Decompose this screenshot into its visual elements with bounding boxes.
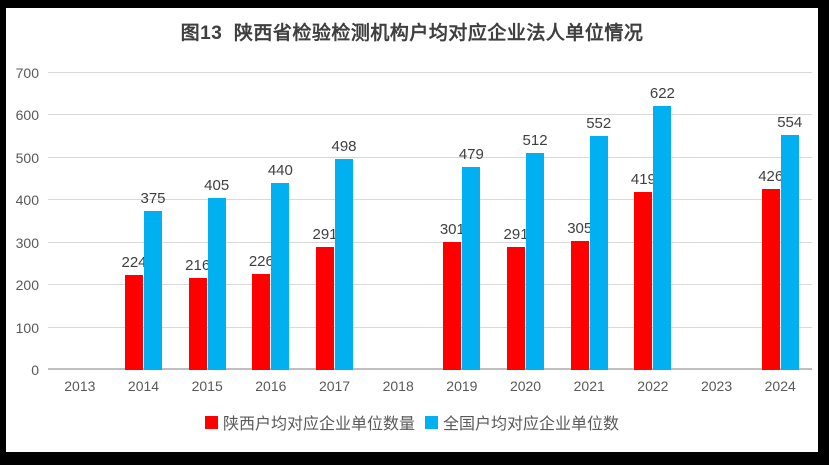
- bar: 622: [650, 86, 675, 370]
- bar-group-2024: 426 554: [748, 73, 812, 370]
- chart-title: 图13 陕西省检验检测机构户均对应企业法人单位情况: [180, 23, 644, 44]
- x-tick-label: 2023: [700, 378, 733, 394]
- bar: 216: [185, 258, 210, 370]
- gridline: [48, 199, 812, 201]
- bar: 291: [504, 227, 529, 370]
- bar: 440: [268, 163, 293, 370]
- legend: 陕西户均对应企业单位数量 全国户均对应企业单位数: [6, 410, 818, 434]
- bar: 301: [440, 222, 465, 370]
- legend-swatch-national: [425, 415, 438, 429]
- y-tick-label: 500: [15, 149, 39, 166]
- gridline: [48, 241, 812, 243]
- bar-value-label: 291: [312, 225, 338, 243]
- bar-group-2022: 419 622: [621, 73, 685, 370]
- bar-value-label: 498: [331, 137, 357, 155]
- bar: 224: [121, 255, 147, 370]
- plot-area: 0 100 200 300 400 500 600 700 224 375 216 405 226 44…: [16, 66, 812, 377]
- x-tick-label: 2022: [637, 378, 669, 394]
- y-tick-label: 400: [15, 192, 39, 209]
- bar-value-label: 301: [439, 221, 465, 239]
- legend-label-shaanxi: 陕西户均对应企业单位数量: [222, 416, 415, 433]
- bar: 405: [204, 178, 229, 370]
- x-axis-ticks: 2013 2014 2015 2016 2017 2018 2019 2020 2021 2022…: [48, 378, 812, 394]
- bar-group-2023: [685, 73, 749, 370]
- y-tick-label: 200: [15, 277, 39, 294]
- bar-value-label: 552: [586, 114, 612, 132]
- bar-group-2019: 301 479: [430, 73, 494, 370]
- bars-layer: 224 375 216 405 226 440 291 498 301 479 291 512 305 5…: [48, 73, 812, 370]
- x-tick-label: 2018: [382, 378, 414, 394]
- bar-group-2018: [366, 73, 430, 370]
- bar-value-label: 419: [630, 171, 656, 189]
- x-tick-label: 2020: [509, 378, 542, 394]
- bar-value-label: 226: [248, 253, 274, 271]
- bar-value-label: 554: [777, 113, 803, 131]
- bar: 512: [523, 133, 548, 370]
- bar: 498: [332, 139, 357, 370]
- legend-item-shaanxi: 陕西户均对应企业单位数量: [204, 410, 415, 434]
- legend-swatch-shaanxi: [204, 415, 218, 429]
- bar-group-2020: 291 512: [494, 73, 558, 370]
- gridline: [48, 72, 812, 73]
- bar-group-2016: 226 440: [239, 73, 303, 370]
- x-tick-label: 2014: [127, 378, 160, 394]
- x-tick-label: 2021: [573, 378, 605, 394]
- gridline: [48, 326, 812, 328]
- bar-value-label: 440: [267, 162, 293, 180]
- bar: 419: [631, 172, 656, 370]
- x-tick-label: 2017: [318, 378, 351, 394]
- bar-value-label: 216: [185, 257, 211, 275]
- bar-group-2013: [48, 73, 112, 370]
- bar: 291: [313, 227, 338, 370]
- bar-group-2015: 216 405: [175, 73, 239, 370]
- bar-value-label: 426: [758, 168, 784, 186]
- bar-value-label: 405: [204, 177, 230, 195]
- legend-label-national: 全国户均对应企业单位数: [443, 416, 620, 433]
- y-tick-label: 700: [15, 65, 39, 81]
- bar-value-label: 375: [140, 189, 166, 207]
- x-tick-label: 2013: [64, 378, 96, 394]
- gridline: [48, 156, 812, 158]
- bar: 226: [249, 254, 274, 370]
- bar: 305: [567, 221, 592, 370]
- bar-value-label: 305: [567, 219, 593, 237]
- gridline: [48, 368, 812, 370]
- gridline: [48, 114, 812, 116]
- bar: 426: [758, 169, 783, 370]
- bar-value-label: 224: [121, 253, 147, 271]
- legend-item-national: 全国户均对应企业单位数: [425, 410, 619, 434]
- x-tick-label: 2019: [446, 378, 478, 394]
- chart-page: 图13 陕西省检验检测机构户均对应企业法人单位情况 0 100 200 300 400 5…: [6, 8, 818, 452]
- bar: 375: [140, 191, 166, 370]
- bar: 554: [777, 115, 802, 370]
- x-tick-label: 2024: [764, 378, 796, 394]
- y-tick-label: 100: [15, 319, 39, 336]
- y-tick-label: 600: [15, 107, 39, 124]
- bar-group-2021: 305 552: [557, 73, 621, 370]
- bar-group-2014: 224 375: [112, 73, 176, 370]
- x-tick-label: 2016: [255, 378, 287, 394]
- y-tick-label: 300: [15, 234, 39, 251]
- x-tick-label: 2015: [191, 378, 223, 394]
- bar: 479: [459, 147, 484, 370]
- bar-group-2017: 291 498: [303, 73, 367, 370]
- bar-value-label: 479: [458, 145, 484, 163]
- bar: 552: [586, 116, 611, 370]
- y-tick-label: 0: [31, 362, 39, 378]
- bar-value-label: 291: [503, 225, 529, 243]
- bar-value-label: 622: [649, 85, 675, 103]
- bar-value-label: 512: [522, 131, 548, 149]
- gridline: [48, 284, 812, 286]
